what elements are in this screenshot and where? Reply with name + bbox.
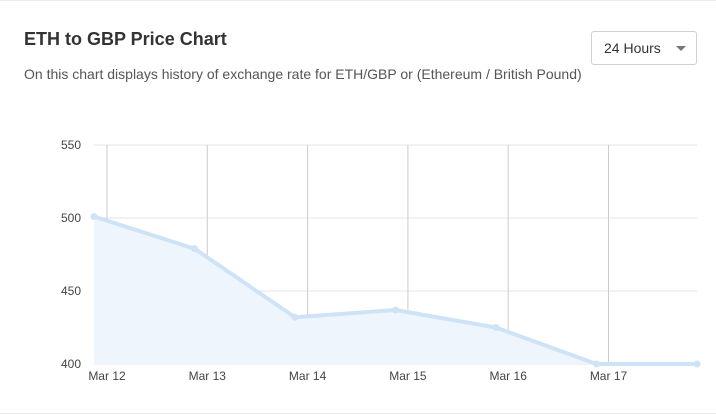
- x-tick-label: Mar 15: [389, 369, 427, 383]
- x-tick-label: Mar 14: [289, 369, 327, 383]
- data-point[interactable]: [693, 360, 701, 368]
- y-axis-ticks: 550 500 450 400: [61, 138, 81, 371]
- data-point[interactable]: [90, 213, 98, 221]
- x-tick-label: Mar 12: [88, 369, 126, 383]
- chart-title: ETH to GBP Price Chart: [24, 29, 227, 49]
- chart-points: [90, 213, 701, 368]
- chart-description: On this chart displays history of exchan…: [24, 66, 582, 82]
- chevron-down-icon: [676, 46, 686, 51]
- x-tick-label: Mar 16: [490, 369, 528, 383]
- chart-area-layer: [94, 216, 697, 364]
- time-range-selected: 24 Hours: [604, 40, 661, 56]
- x-tick-label: Mar 17: [590, 369, 628, 383]
- data-point[interactable]: [191, 245, 198, 253]
- y-tick-label: 400: [61, 357, 81, 371]
- series-area: [94, 216, 697, 364]
- time-range-dropdown[interactable]: 24 Hours: [591, 31, 697, 65]
- y-tick-label: 500: [61, 211, 81, 225]
- x-tick-label: Mar 13: [189, 369, 227, 383]
- x-axis-ticks: Mar 12 Mar 13 Mar 14 Mar 15 Mar 16 Mar 17: [88, 369, 627, 383]
- data-point[interactable]: [392, 306, 399, 314]
- y-tick-label: 550: [61, 138, 81, 152]
- y-tick-label: 450: [61, 284, 81, 298]
- data-point[interactable]: [492, 324, 500, 331]
- data-point[interactable]: [593, 360, 600, 368]
- data-point[interactable]: [291, 313, 299, 321]
